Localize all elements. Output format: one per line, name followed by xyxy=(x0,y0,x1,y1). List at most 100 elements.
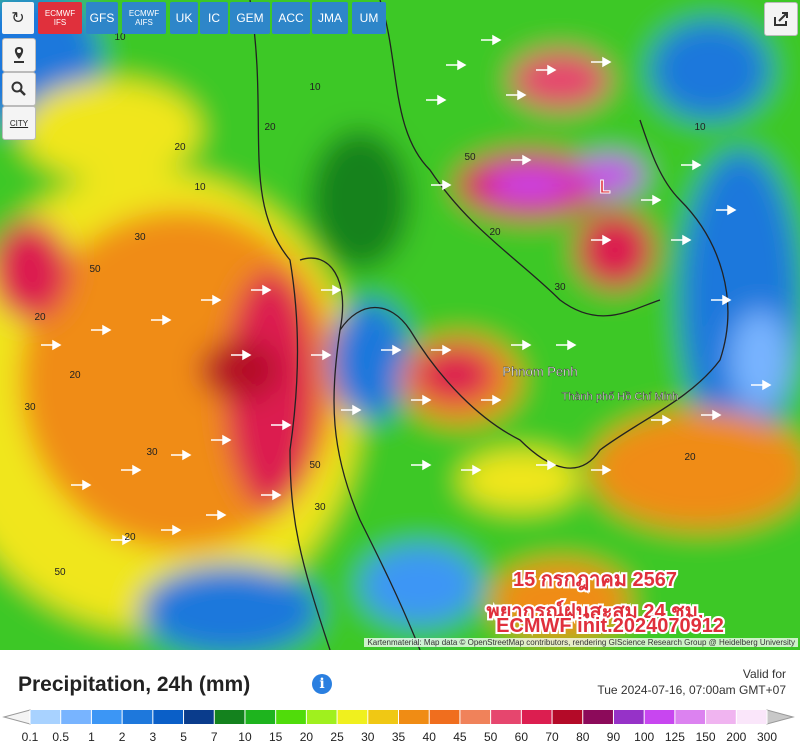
location-button[interactable] xyxy=(2,38,36,72)
wind-arrow xyxy=(271,419,292,431)
scale-tick-label: 2 xyxy=(119,730,126,744)
wind-arrow xyxy=(341,404,362,416)
scale-tick-label: 125 xyxy=(665,730,685,744)
scale-swatch xyxy=(644,710,675,724)
contour-label: 20 xyxy=(264,122,276,133)
contour-label: 30 xyxy=(134,232,146,243)
scale-swatch xyxy=(459,710,491,724)
refresh-button[interactable]: ↻ xyxy=(2,2,34,34)
wind-arrow xyxy=(511,154,532,166)
contour-label: 30 xyxy=(146,447,158,458)
wind-arrow xyxy=(536,459,557,471)
scale-swatch xyxy=(582,710,614,724)
wind-arrow xyxy=(311,349,332,361)
scale-swatch xyxy=(705,710,737,724)
model-button[interactable]: ECMWF AIFS xyxy=(122,2,166,34)
wind-arrow xyxy=(556,339,577,351)
scale-tick-label: 40 xyxy=(423,730,437,744)
contour-label: 10 xyxy=(114,32,126,43)
scale-tick-label: 45 xyxy=(453,730,467,744)
scale-tick-label: 100 xyxy=(634,730,654,744)
model-button[interactable]: GEM xyxy=(230,2,270,34)
model-button[interactable]: UK xyxy=(170,2,198,34)
contour-label: 20 xyxy=(684,452,696,463)
scale-swatch xyxy=(183,710,215,724)
wind-arrow xyxy=(411,394,432,406)
wind-arrow xyxy=(206,509,227,521)
wind-arrow xyxy=(171,449,192,461)
scale-swatch xyxy=(674,710,706,724)
wind-arrow xyxy=(681,159,702,171)
wind-arrow xyxy=(411,459,432,471)
scale-tick-label: 7 xyxy=(211,730,218,744)
contour-label: 20 xyxy=(69,370,81,381)
place-label: Phnom Penh xyxy=(502,364,577,379)
map[interactable]: Phnom Penh Thành phố Hồ Chí Minh L 10 20 30 50… xyxy=(0,0,800,650)
wind-arrow xyxy=(431,179,452,191)
contour-label: 20 xyxy=(174,142,186,153)
wind-arrow xyxy=(151,314,172,326)
scale-swatch xyxy=(429,710,460,724)
model-button[interactable]: ACC xyxy=(272,2,310,34)
overlay-text: ECMWF init.2024070912 xyxy=(496,615,724,637)
scale-swatch xyxy=(275,710,307,724)
overlay-text: พยากรณ์ฝนสะสม 24 ชม. xyxy=(487,600,704,623)
wind-arrow xyxy=(41,339,62,351)
contour-label: 50 xyxy=(309,460,321,471)
scale-tick-label: 80 xyxy=(576,730,590,744)
wind-arrow xyxy=(701,409,722,421)
info-button[interactable]: i xyxy=(312,674,332,694)
share-button[interactable] xyxy=(764,2,798,36)
contour-label: 50 xyxy=(89,264,101,275)
wind-arrow xyxy=(641,194,662,206)
scale-tick-label: 70 xyxy=(545,730,559,744)
city-button[interactable]: CITY xyxy=(2,106,36,140)
scale-swatch xyxy=(490,710,522,724)
wind-arrow xyxy=(461,464,482,476)
contour-label: 20 xyxy=(34,312,46,323)
wind-arrow xyxy=(716,204,737,216)
scale-tick-label: 300 xyxy=(757,730,777,744)
scale-swatch xyxy=(367,710,399,724)
scale-swatch xyxy=(613,710,645,724)
model-button[interactable]: ECMWF IFS xyxy=(38,2,82,34)
wind-arrow xyxy=(671,234,692,246)
scale-swatch xyxy=(214,710,245,724)
scale-tick-label: 5 xyxy=(180,730,187,744)
contour-label: 30 xyxy=(24,402,36,413)
zoom-button[interactable] xyxy=(2,72,36,106)
wind-arrow xyxy=(161,524,182,536)
contour-label: 10 xyxy=(309,82,321,93)
scale-swatch xyxy=(398,710,430,724)
valid-label: Valid for xyxy=(742,667,786,681)
scale-tick-label: 3 xyxy=(149,730,156,744)
wind-arrow xyxy=(751,379,772,391)
wind-arrow xyxy=(231,349,252,361)
model-button[interactable]: UM xyxy=(352,2,386,34)
scale-swatch xyxy=(91,710,123,724)
wind-arrow xyxy=(211,434,232,446)
scale-swatch xyxy=(244,710,276,724)
model-button[interactable]: GFS xyxy=(86,2,118,34)
wind-arrow xyxy=(536,64,557,76)
model-button[interactable]: JMA xyxy=(312,2,348,34)
contour-label: 10 xyxy=(194,182,206,193)
wind-arrow xyxy=(591,56,612,68)
scale-tick-label: 200 xyxy=(726,730,746,744)
scale-tick-label: 90 xyxy=(607,730,621,744)
scale-swatch xyxy=(30,710,61,724)
scale-end-high xyxy=(766,709,795,725)
coastlines xyxy=(249,0,729,650)
wind-arrow xyxy=(251,284,272,296)
scale-swatch xyxy=(552,710,583,724)
contour-label: 10 xyxy=(694,122,706,133)
wind-arrow xyxy=(426,94,447,106)
contour-label: 50 xyxy=(464,152,476,163)
scale-tick-label: 20 xyxy=(300,730,314,744)
attribution: Kartenmaterial: Map data © OpenStreetMap… xyxy=(364,638,798,647)
place-label: L xyxy=(600,177,611,197)
wind-arrow xyxy=(201,294,222,306)
model-button[interactable]: IC xyxy=(200,2,228,34)
wind-arrow xyxy=(481,34,502,46)
contour-label: 20 xyxy=(489,227,501,238)
